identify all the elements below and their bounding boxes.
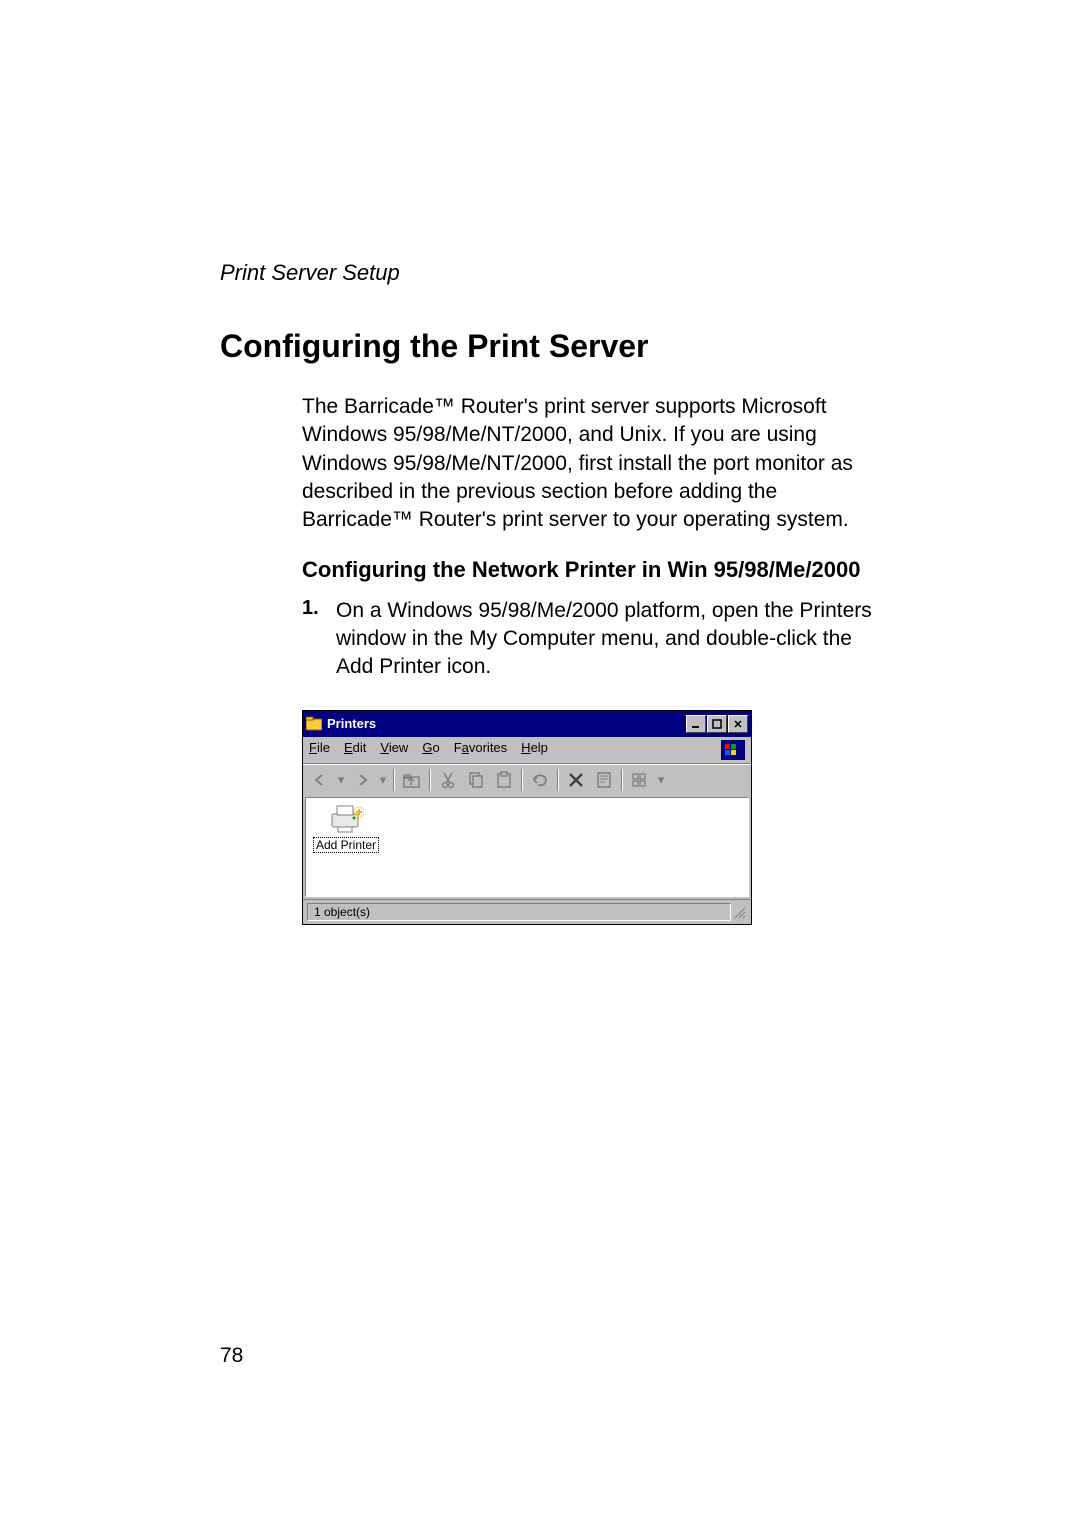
minimize-button[interactable] <box>686 715 706 733</box>
page-number: 78 <box>220 1344 243 1368</box>
add-printer-item[interactable]: Add Printer <box>312 804 380 853</box>
back-icon[interactable] <box>307 768 333 792</box>
forward-icon[interactable] <box>349 768 375 792</box>
statusbar: 1 object(s) <box>303 899 751 924</box>
undo-icon[interactable] <box>527 768 553 792</box>
window-titlebar[interactable]: Printers <box>303 711 751 737</box>
add-printer-icon <box>328 804 364 834</box>
toolbar-separator <box>521 769 523 791</box>
resize-grip-icon[interactable] <box>731 904 747 920</box>
throbber-icon <box>721 740 745 760</box>
paste-icon[interactable] <box>491 768 517 792</box>
step-number: 1. <box>302 597 336 682</box>
toolbar-separator <box>393 769 395 791</box>
client-area: Add Printer <box>305 797 749 897</box>
intro-paragraph: The Barricade™ Router's print server sup… <box>302 393 880 535</box>
running-header: Print Server Setup <box>220 260 880 286</box>
step-text: On a Windows 95/98/Me/2000 platform, ope… <box>336 597 880 682</box>
menu-help[interactable]: Help <box>521 740 548 760</box>
menu-edit[interactable]: Edit <box>344 740 366 760</box>
maximize-button[interactable] <box>707 715 727 733</box>
printers-folder-icon <box>306 716 322 732</box>
back-dropdown-icon[interactable]: ▾ <box>335 768 347 792</box>
toolbar-separator <box>429 769 431 791</box>
page-title: Configuring the Print Server <box>220 328 880 365</box>
toolbar-separator <box>557 769 559 791</box>
properties-icon[interactable] <box>591 768 617 792</box>
views-dropdown-icon[interactable]: ▾ <box>655 768 667 792</box>
toolbar-separator <box>621 769 623 791</box>
toolbar: ▾ ▾ <box>303 764 751 795</box>
status-text: 1 object(s) <box>307 903 731 921</box>
forward-dropdown-icon[interactable]: ▾ <box>377 768 389 792</box>
menu-favorites[interactable]: Favorites <box>454 740 507 760</box>
cut-icon[interactable] <box>435 768 461 792</box>
menu-view[interactable]: View <box>380 740 408 760</box>
views-icon[interactable] <box>627 768 653 792</box>
close-button[interactable] <box>728 715 748 733</box>
up-folder-icon[interactable] <box>399 768 425 792</box>
menubar: File Edit View Go Favorites Help <box>303 737 751 764</box>
add-printer-label: Add Printer <box>313 837 379 853</box>
menu-file[interactable]: File <box>309 740 330 760</box>
menu-go[interactable]: Go <box>422 740 439 760</box>
window-title: Printers <box>327 716 376 731</box>
printers-window: Printers File Edit View <box>302 710 752 925</box>
delete-icon[interactable] <box>563 768 589 792</box>
copy-icon[interactable] <box>463 768 489 792</box>
step-1: 1. On a Windows 95/98/Me/2000 platform, … <box>302 597 880 682</box>
section-heading: Configuring the Network Printer in Win 9… <box>302 557 880 583</box>
